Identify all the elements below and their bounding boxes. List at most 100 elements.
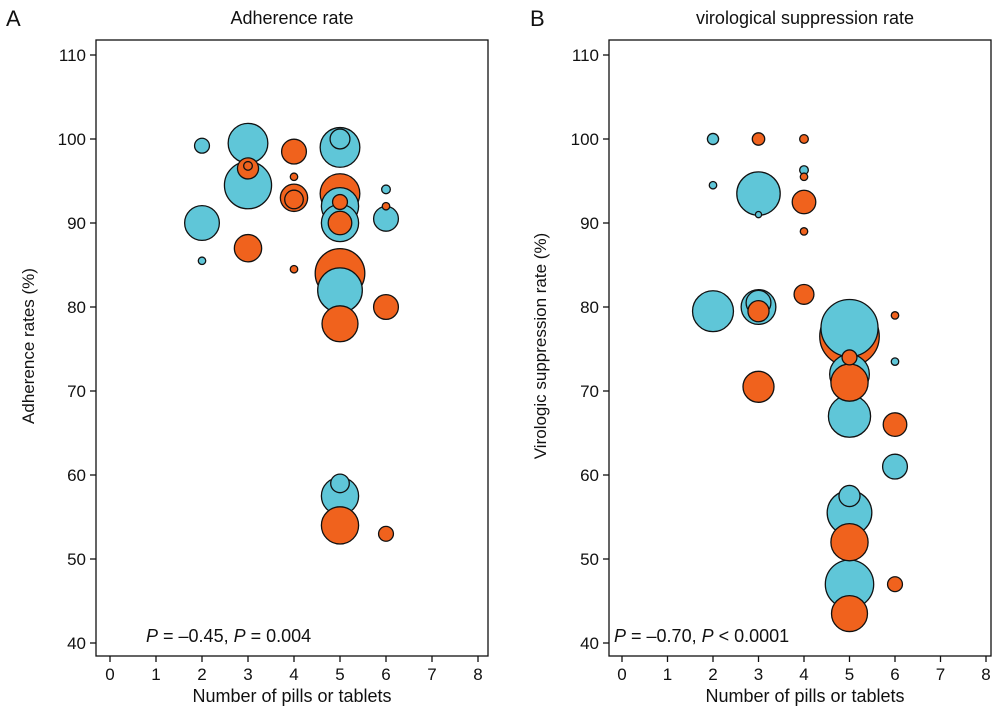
panel-b-bubble-orange-16 [882,412,908,438]
panel-b-bubble-orange-9 [830,522,869,562]
panel-a-bubble-orange-26 [243,160,253,171]
panel-b-bubble-orange-8 [830,363,869,402]
panel-a-x-ticks: 0 1 2 3 4 5 6 7 8 [105,656,483,684]
panel-a-y-tick-label-50: 50 [67,550,86,569]
panel-b-bubbles [691,132,909,633]
panel-b-annotation-text-1: = –0.70, [626,626,702,646]
panel-b-bubble-blue-17 [838,484,861,508]
panel-b-bubble-blue-1 [820,298,879,358]
panel-a-x-tick-label-2: 2 [197,665,206,684]
panel-b-bubble-orange-15 [791,189,817,215]
panel-a-x-tick-label-6: 6 [381,665,390,684]
panel-b-bubble-orange-28 [799,172,809,182]
panel-a-correlation-annotation: P = –0.45, P = 0.004 [146,626,311,646]
panel-b-y-ticks: 40 50 60 70 80 90 100 110 [571,46,609,653]
panel-b-annotation-symbol-1: P [614,626,626,646]
panel-b-bubble-orange-19 [793,283,815,305]
panel-a-bubble-blue-25 [381,184,391,195]
panel-a-bubble-orange-28 [289,172,299,182]
panel-b-bubble-orange-30 [890,311,900,320]
panel-b-bubble-orange-12 [742,370,775,403]
panel-b-plot-frame [608,39,992,657]
panel-b-bubble-orange-18 [747,300,770,323]
panel-a-x-tick-label-8: 8 [473,665,482,684]
panel-b-x-tick-label-4: 4 [799,665,808,684]
panel-b-bubble-orange-29 [799,227,809,236]
panel-b-annotation-symbol-2: P [702,626,714,646]
panel-a-bubble-orange-24 [377,525,395,542]
panel-b-x-tick-label-0: 0 [617,665,626,684]
panel-a-y-axis-label: Adherence rates (%) [19,268,38,424]
panel-b-x-tick-label-8: 8 [981,665,990,684]
panel-b-x-tick-label-2: 2 [708,665,717,684]
panel-a-x-tick-label-7: 7 [427,665,436,684]
panel-a-x-tick-label-1: 1 [151,665,160,684]
panel-b-bubble-orange-22 [751,132,766,146]
panel-a-annotation-text-1: = –0.45, [158,626,234,646]
panel-b-bubble-blue-14 [881,453,909,480]
panel-a-y-tick-label-80: 80 [67,298,86,317]
panel-b-y-axis-label: Virologic suppression rate (%) [531,233,550,459]
panel-b-bubble-blue-4 [736,171,781,216]
panel-a-y-tick-label-60: 60 [67,466,86,485]
panel-a-annotation-symbol-2: P [234,626,246,646]
panel-a-bubble-blue-27 [197,256,207,266]
panel-b-y-tick-label-90: 90 [580,214,599,233]
panel-a-plot-frame [95,39,489,657]
panel-b-bubble-blue-27 [890,357,900,366]
panel-b-bubble-orange-25 [799,134,809,144]
panel-a-x-tick-label-0: 0 [105,665,114,684]
panel-a-x-tick-label-4: 4 [289,665,298,684]
panel-a-y-ticks: 40 50 60 70 80 90 100 110 [58,46,96,653]
panel-b-bubble-orange-21 [886,576,904,593]
panel-a-bubble-blue-19 [329,128,351,150]
panel-b: B virological suppression rate Virologic… [530,6,992,706]
panel-b-bubble-blue-26 [708,180,718,190]
panel-b-y-tick-label-70: 70 [580,382,599,401]
panel-a-annotation-text-2: = 0.004 [246,626,312,646]
panel-a-x-axis-label: Number of pills or tablets [192,686,391,706]
panel-a-x-tick-label-3: 3 [243,665,252,684]
panel-a-bubble-orange-17 [327,210,353,236]
panel-a-bubble-blue-20 [330,473,350,494]
panel-a-y-tick-label-110: 110 [59,46,86,65]
panel-a-bubble-blue-22 [193,137,211,154]
panel-a-annotation-symbol-1: P [146,626,158,646]
panel-a-label: A [6,6,21,31]
panel-b-title: virological suppression rate [696,8,914,28]
panel-b-y-tick-label-50: 50 [580,550,599,569]
panel-b-bubble-orange-10 [830,594,869,633]
panel-a-bubble-orange-10 [321,305,359,343]
panel-a-bubble-orange-9 [320,506,360,545]
panel-a-y-tick-label-40: 40 [67,634,86,653]
panel-a-bubble-orange-29 [381,201,391,211]
panel-b-label: B [530,6,545,31]
panel-b-y-tick-label-100: 100 [571,130,599,149]
panel-a-bubble-blue-11 [183,204,221,242]
panel-b-x-ticks: 0 1 2 3 4 5 6 7 8 [617,656,991,684]
panel-a-y-tick-label-100: 100 [58,130,86,149]
panel-b-correlation-annotation: P = –0.70, P < 0.0001 [614,626,789,646]
panel-a-bubble-orange-16 [372,293,400,321]
panel-a-bubble-orange-15 [280,138,308,165]
panel-a-y-tick-label-90: 90 [67,214,86,233]
panel-b-y-tick-label-40: 40 [580,634,599,653]
panel-a-y-tick-label-70: 70 [67,382,86,401]
panel-b-bubble-blue-31 [754,210,763,219]
panel-b-bubble-orange-20 [841,349,858,366]
panel-b-y-tick-label-80: 80 [580,298,599,317]
panel-a-bubble-orange-21 [284,189,304,210]
panel-b-bubble-blue-23 [706,132,720,146]
panel-b-y-tick-label-60: 60 [580,466,599,485]
panel-a-bubbles [183,122,400,545]
panel-b-bubble-blue-6 [691,290,735,333]
panel-b-x-tick-label-7: 7 [936,665,945,684]
panel-a-title: Adherence rate [230,8,353,28]
panel-a-bubble-orange-30 [289,264,299,274]
panel-b-x-tick-label-3: 3 [754,665,763,684]
panel-a-bubble-orange-23 [331,193,349,211]
panel-a-x-tick-label-5: 5 [335,665,344,684]
panel-b-y-tick-label-110: 110 [572,46,599,65]
panel-b-x-axis-label: Number of pills or tablets [705,686,904,706]
